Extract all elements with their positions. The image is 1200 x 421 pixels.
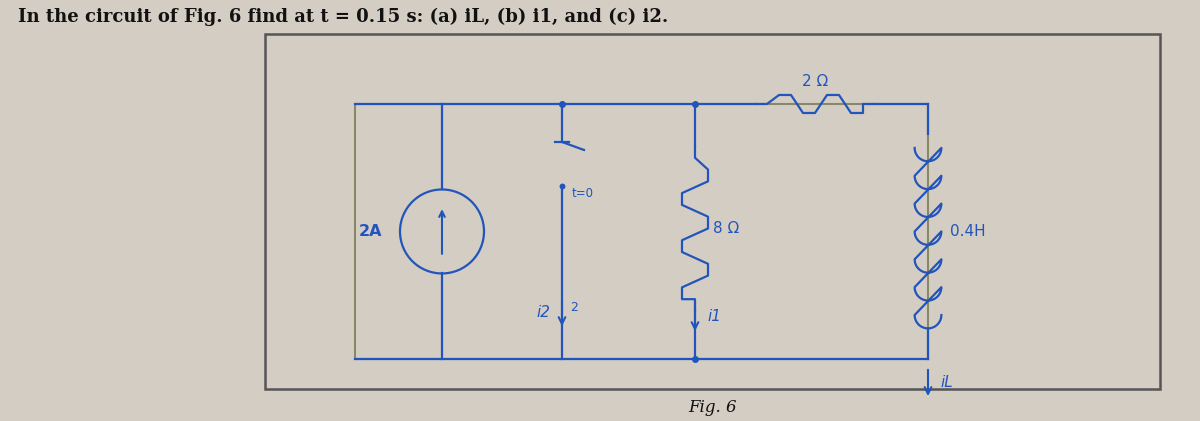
FancyBboxPatch shape: [355, 104, 928, 359]
Text: t=0: t=0: [572, 187, 594, 200]
Text: In the circuit of Fig. 6 find at t = 0.15 s: (a) iL, (b) i1, and (c) i2.: In the circuit of Fig. 6 find at t = 0.1…: [18, 8, 668, 26]
Text: i2: i2: [536, 306, 550, 320]
Text: i1: i1: [707, 309, 721, 324]
Text: 2: 2: [570, 301, 578, 314]
Text: 2 Ω: 2 Ω: [802, 74, 828, 89]
Text: Fig. 6: Fig. 6: [688, 399, 737, 416]
FancyBboxPatch shape: [265, 34, 1160, 389]
Text: 0.4H: 0.4H: [950, 224, 985, 239]
Text: iL: iL: [940, 376, 953, 390]
Text: 8 Ω: 8 Ω: [713, 221, 739, 236]
Text: 2A: 2A: [359, 224, 382, 239]
